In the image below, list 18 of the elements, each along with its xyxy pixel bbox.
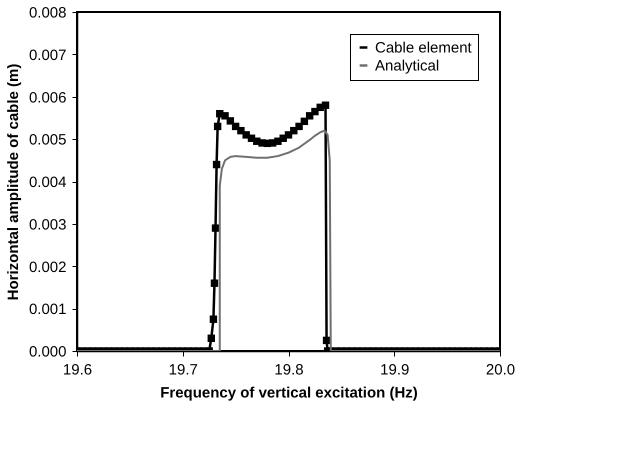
x-axis-title: Frequency of vertical excitation (Hz): [160, 384, 418, 402]
y-tick-label: 0.008: [28, 4, 66, 22]
legend-label: Analytical: [375, 58, 440, 74]
y-tick-label: 0.007: [28, 46, 66, 64]
x-tick-label: 19.9: [380, 362, 410, 378]
y-tick-label: 0.000: [28, 344, 66, 360]
y-tick-label: 0.003: [28, 216, 66, 234]
x-tick-label: 20.0: [486, 362, 516, 378]
x-tick-label: 19.6: [62, 362, 92, 378]
legend-label: Cable element: [375, 40, 473, 56]
y-axis-title: Horizontal amplitude of cable (m): [4, 64, 22, 300]
x-tick-label: 19.8: [274, 362, 304, 378]
y-tick-label: 0.002: [28, 258, 66, 276]
y-tick-label: 0.001: [28, 301, 66, 318]
y-tick-label: 0.004: [28, 174, 66, 191]
x-tick-label: 19.7: [168, 362, 198, 378]
y-tick-label: 0.006: [28, 89, 66, 106]
y-tick-label: 0.005: [28, 132, 66, 149]
